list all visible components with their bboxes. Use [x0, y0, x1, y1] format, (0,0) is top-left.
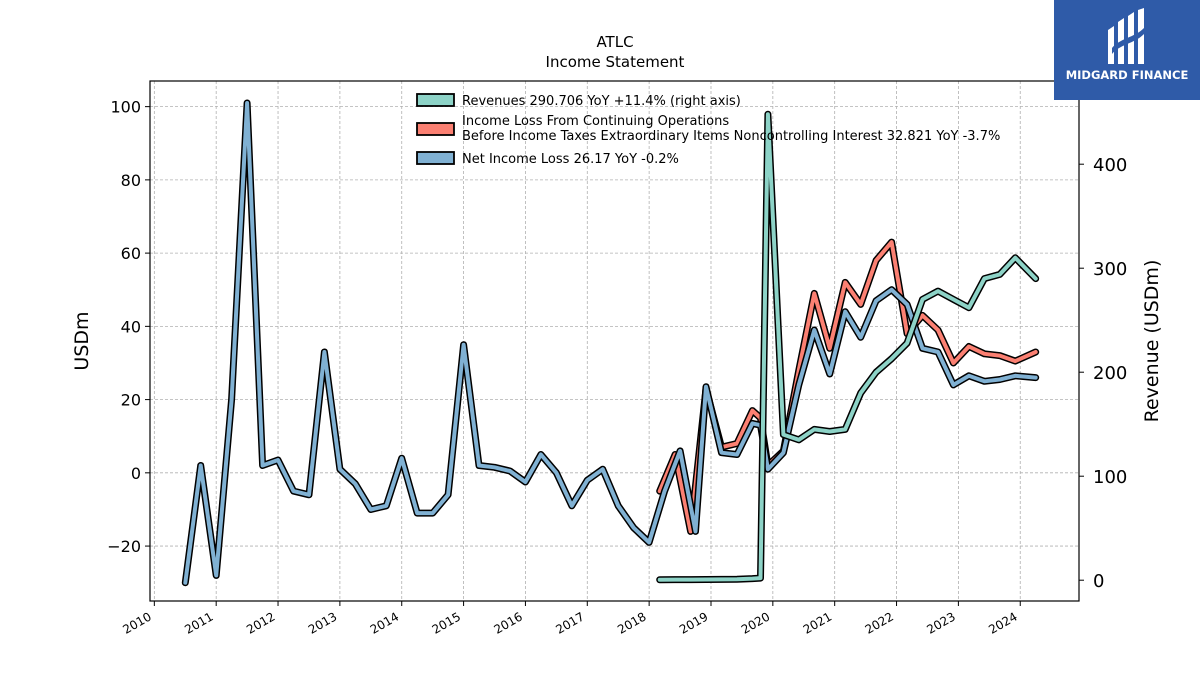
y-tick-label-right: 300 — [1093, 259, 1127, 280]
legend-label: Income Loss From Continuing Operations — [462, 114, 729, 129]
x-tick-label: 2019 — [677, 609, 710, 636]
plot-frame — [149, 80, 1080, 602]
y-tick-label-left: 60 — [121, 244, 141, 263]
x-tick-label: 2015 — [430, 609, 463, 636]
series-line-income-loss-before-taxes — [657, 240, 1038, 534]
x-tick-label: 2016 — [491, 609, 524, 636]
logo-text: MIDGARD FINANCE — [1065, 68, 1189, 82]
x-tick-label: 2018 — [615, 609, 648, 636]
x-tick-label: 2023 — [924, 609, 957, 636]
midgard-logo-icon — [1108, 8, 1144, 64]
x-tick-label: 2021 — [801, 609, 834, 636]
legend-label: Before Income Taxes Extraordinary Items … — [462, 129, 1000, 144]
legend-swatch — [416, 122, 455, 136]
series-outline-revenues — [656, 110, 1040, 584]
legend-swatch — [416, 93, 455, 107]
x-tick-label: 2014 — [368, 609, 401, 636]
x-tick-label: 2020 — [739, 609, 772, 636]
y-tick-label-right: 400 — [1093, 155, 1127, 176]
x-tick-label: 2011 — [182, 609, 215, 636]
chart-subtitle: Income Statement — [545, 53, 685, 71]
chart-title: ATLC — [596, 33, 634, 51]
legend-label: Net Income Loss 26.17 YoY -0.2% — [462, 152, 679, 167]
x-tick-label: 2010 — [120, 609, 153, 636]
y-tick-label-left: −20 — [107, 537, 141, 556]
x-tick-label: 2017 — [553, 609, 586, 636]
y-tick-label-left: 40 — [121, 317, 141, 336]
x-tick-label: 2013 — [306, 609, 339, 636]
y-axis-label-left: USDm — [71, 311, 93, 370]
series-line-net-income-loss — [183, 101, 1038, 585]
y-axis-label-right: Revenue (USDm) — [1141, 260, 1163, 423]
x-tick-label: 2012 — [244, 609, 277, 636]
x-tick-label: 2024 — [986, 609, 1019, 636]
legend-swatch — [416, 151, 455, 165]
y-tick-label-left: 20 — [121, 391, 141, 410]
y-tick-label-left: 100 — [110, 98, 141, 117]
y-tick-label-left: 0 — [131, 464, 141, 483]
grid-lines — [150, 81, 1079, 601]
series-lines — [181, 99, 1040, 587]
series-line-revenues — [657, 112, 1038, 582]
y-tick-label-right: 200 — [1093, 363, 1127, 384]
legend-label: Revenues 290.706 YoY +11.4% (right axis) — [462, 94, 741, 109]
y-tick-label-right: 0 — [1093, 571, 1104, 592]
midgard-finance-logo: MIDGARD FINANCE — [1054, 0, 1200, 100]
y-tick-label-left: 80 — [121, 171, 141, 190]
legend: Revenues 290.706 YoY +11.4% (right axis)… — [416, 93, 1000, 167]
y-tick-label-right: 100 — [1093, 467, 1127, 488]
x-tick-label: 2022 — [863, 609, 896, 636]
